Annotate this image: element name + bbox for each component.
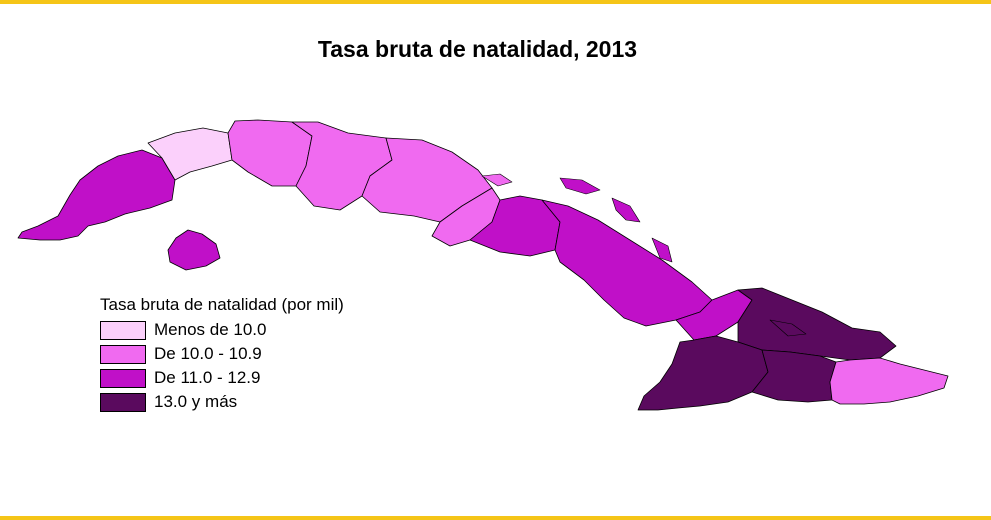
region-la-habana-mayabeque bbox=[227, 119, 313, 187]
region-holguin bbox=[737, 287, 897, 361]
cay-north-4 bbox=[651, 237, 673, 263]
region-artemisa bbox=[147, 127, 233, 181]
legend-item: 13.0 y más bbox=[100, 390, 344, 414]
cay-north-5 bbox=[769, 319, 807, 337]
bottom-rule bbox=[0, 516, 991, 520]
legend-item: Menos de 10.0 bbox=[100, 318, 344, 342]
legend-label: De 11.0 - 12.9 bbox=[154, 368, 261, 387]
map-title: Tasa bruta de natalidad, 2013 bbox=[317, 36, 638, 62]
legend-item: De 10.0 - 10.9 bbox=[100, 342, 344, 366]
legend-swatch bbox=[100, 320, 146, 340]
cay-north-3 bbox=[611, 197, 641, 223]
cay-north-2 bbox=[559, 177, 601, 195]
legend-swatch bbox=[100, 368, 146, 388]
region-granma bbox=[637, 335, 769, 411]
legend-swatch bbox=[100, 392, 146, 412]
region-isla-de-la-juventud bbox=[167, 229, 221, 271]
legend-item: De 11.0 - 12.9 bbox=[100, 366, 344, 390]
legend-title: Tasa bruta de natalidad (por mil) bbox=[100, 295, 344, 314]
region-santiago-de-cuba bbox=[751, 349, 837, 403]
legend-swatch bbox=[100, 344, 146, 364]
legend-label: 13.0 y más bbox=[154, 392, 238, 411]
map-legend: Tasa bruta de natalidad (por mil) Menos … bbox=[100, 295, 344, 414]
region-guantanamo bbox=[829, 357, 949, 405]
legend-label: De 10.0 - 10.9 bbox=[154, 344, 262, 363]
cay-north-1 bbox=[481, 173, 513, 187]
legend-label: Menos de 10.0 bbox=[154, 320, 267, 339]
region-pinar-del-rio bbox=[17, 149, 176, 241]
top-rule bbox=[0, 0, 991, 4]
